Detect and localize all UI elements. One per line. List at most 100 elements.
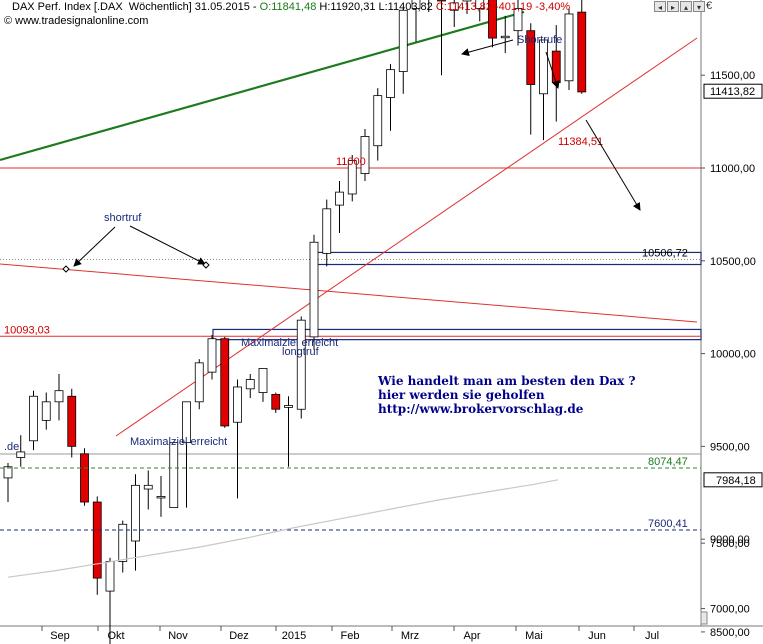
candle-up bbox=[118, 523, 128, 562]
scroll-right-button[interactable]: ▸ bbox=[667, 1, 679, 12]
resistance-zone-10093 bbox=[212, 328, 702, 341]
sub-level-label-7600: 7600,41 bbox=[648, 518, 688, 530]
annotation-shortrufe: Shortrufe bbox=[517, 34, 562, 46]
candle-up bbox=[16, 451, 26, 458]
x-tick-label: Jul bbox=[645, 630, 659, 642]
sub-last-value-tag bbox=[703, 472, 763, 488]
candle-down bbox=[220, 338, 230, 427]
header-high-low: H:11920,31 L:11403,82 bbox=[319, 1, 433, 13]
candle-up bbox=[258, 368, 268, 393]
x-tick-label: Jun bbox=[588, 630, 606, 642]
scroll-down-button[interactable]: ▾ bbox=[693, 1, 705, 12]
y-tick-label: 10500,00 bbox=[710, 256, 756, 268]
candle-up bbox=[41, 401, 51, 421]
annotation-longtruf: longtruf bbox=[282, 346, 320, 358]
scroll-left-button[interactable]: ◂ bbox=[654, 1, 666, 12]
candle-up bbox=[335, 191, 344, 206]
y-tick-label: 7500,00 bbox=[710, 538, 750, 550]
arrow-shortrufe-1 bbox=[461, 39, 514, 57]
candle-down bbox=[488, 0, 497, 39]
red-downtrend-line bbox=[0, 263, 698, 323]
candle-up bbox=[3, 466, 13, 479]
candle-down bbox=[551, 50, 561, 84]
candle-down bbox=[437, 0, 446, 2]
candle-down bbox=[92, 501, 102, 579]
arrow-shortruf-right bbox=[129, 225, 206, 265]
last-price-label: 11413,82 bbox=[710, 86, 755, 98]
sub-last-value-label: 7984,18 bbox=[716, 475, 756, 487]
candle-down bbox=[577, 11, 587, 93]
candle-up bbox=[284, 405, 293, 408]
promo-line-3[interactable]: http://www.brokervorschlag.de bbox=[378, 402, 584, 416]
candle-down bbox=[67, 395, 77, 447]
y-tick-label: 9500,00 bbox=[710, 441, 750, 453]
candle-up bbox=[309, 241, 319, 338]
header-open: O:11841,48 bbox=[259, 1, 317, 13]
resize-grip-icon bbox=[700, 611, 708, 625]
level-label-11000: 11000 bbox=[336, 156, 366, 168]
promo-line-1: Wie handelt man am besten den Dax ? bbox=[378, 374, 636, 388]
annotation-shortruf: shortruf bbox=[104, 212, 142, 224]
candle-up bbox=[156, 496, 166, 499]
candle-up bbox=[54, 390, 64, 403]
y-tick-label: 11500,00 bbox=[710, 70, 755, 82]
candle-up bbox=[194, 362, 204, 403]
candle-up bbox=[398, 9, 408, 72]
x-tick-label: Sep bbox=[50, 630, 70, 642]
candle-up bbox=[169, 442, 179, 508]
promo-text: Wie handelt man am besten den Dax ? hier… bbox=[378, 374, 636, 416]
candle-up bbox=[143, 484, 153, 490]
arrow-shortruf-left bbox=[73, 226, 116, 267]
y-tick-label: 7000,00 bbox=[710, 604, 750, 616]
annotation-maximalziel-2: Maximalziel erreicht bbox=[130, 436, 227, 448]
diamond-marker-icon bbox=[62, 265, 70, 273]
candle-down bbox=[526, 30, 536, 85]
x-tick-label: Mai bbox=[525, 630, 543, 642]
candle-down bbox=[80, 453, 89, 503]
arrow-projection bbox=[585, 119, 641, 211]
promo-line-2: hier werden sie geholfen bbox=[378, 388, 545, 402]
candle-up bbox=[513, 8, 523, 32]
currency-symbol: € bbox=[706, 0, 713, 12]
candle-up bbox=[449, 2, 459, 11]
candle-up bbox=[411, 0, 421, 9]
x-tick-label: Feb bbox=[341, 630, 360, 642]
candle-up bbox=[462, 0, 472, 2]
x-tick-label: 2015 bbox=[282, 630, 306, 642]
candle-up bbox=[373, 95, 383, 147]
candle-up bbox=[475, 0, 485, 9]
y-tick-label: 9000,00 bbox=[710, 534, 750, 546]
candle-up bbox=[347, 160, 357, 195]
scroll-up-button[interactable]: ▴ bbox=[680, 1, 692, 12]
x-tick-label: Okt bbox=[107, 630, 124, 642]
candle-up bbox=[296, 319, 306, 410]
header-symbol: DAX Perf. Index [.DAX Wöchentlich] 31.05… bbox=[12, 1, 250, 13]
green-trendline bbox=[0, 10, 525, 162]
candle-up bbox=[386, 69, 395, 98]
candle-up bbox=[564, 13, 574, 82]
x-tick-label: Apr bbox=[463, 630, 480, 642]
sub-series-line bbox=[7, 479, 559, 578]
y-tick-label: 8500,00 bbox=[710, 627, 750, 639]
candle-up bbox=[207, 338, 217, 373]
sub-panel-label: .de bbox=[4, 441, 19, 453]
last-price-tag bbox=[703, 83, 763, 99]
candle-up bbox=[182, 401, 191, 444]
chart-header: DAX Perf. Index [.DAX Wöchentlich] 31.05… bbox=[12, 1, 571, 13]
arrow-shortrufe-2 bbox=[545, 51, 560, 89]
candle-up bbox=[233, 386, 242, 423]
candle-up bbox=[360, 136, 370, 174]
x-tick-label: Nov bbox=[168, 630, 188, 642]
candle-up bbox=[500, 35, 510, 39]
level-label-11384: 11384,51 bbox=[558, 136, 603, 148]
y-tick-label: 11000,00 bbox=[710, 163, 755, 175]
level-label-10506: 10506,72 bbox=[642, 248, 688, 260]
source-credit: © www.tradesignalonline.com bbox=[4, 15, 149, 27]
level-label-10093: 10093,03 bbox=[4, 324, 50, 336]
candle-up bbox=[105, 561, 115, 592]
candle-down bbox=[271, 393, 281, 410]
y-tick-label: 10000,00 bbox=[710, 349, 756, 361]
annotation-maximalziel-1: Maximalziel erreicht bbox=[241, 337, 338, 349]
candle-up bbox=[539, 39, 548, 95]
